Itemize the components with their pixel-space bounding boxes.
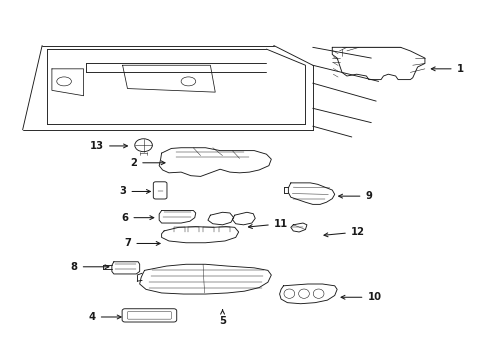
Text: 10: 10 (341, 292, 381, 302)
Text: 11: 11 (248, 219, 287, 229)
Text: 2: 2 (130, 158, 164, 168)
Text: 7: 7 (124, 238, 160, 248)
Text: 1: 1 (430, 64, 463, 74)
Text: 5: 5 (219, 310, 225, 325)
Text: 4: 4 (88, 312, 121, 322)
Text: 3: 3 (120, 186, 150, 197)
Text: 9: 9 (338, 191, 371, 201)
Text: 12: 12 (324, 227, 364, 237)
Text: 13: 13 (90, 141, 127, 151)
Text: 6: 6 (121, 213, 153, 222)
Text: 8: 8 (71, 262, 109, 272)
